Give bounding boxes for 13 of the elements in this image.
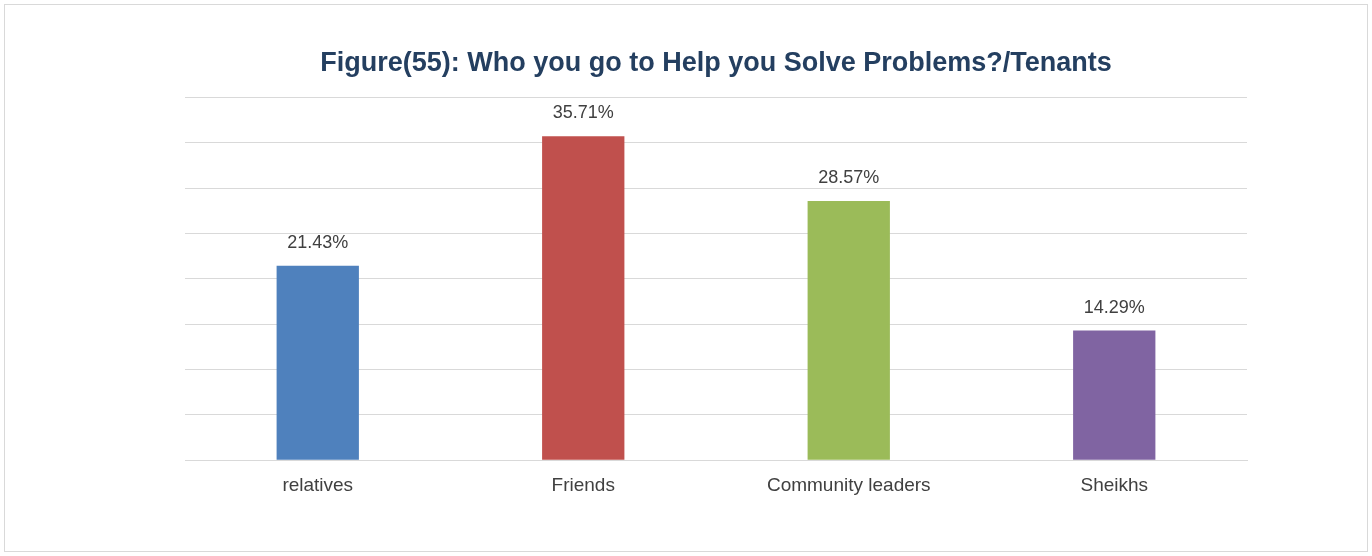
bar: [276, 265, 359, 460]
data-label: 21.43%: [287, 231, 349, 252]
bar: [542, 136, 625, 460]
data-label: 28.57%: [818, 167, 880, 188]
x-tick-label: relatives: [282, 473, 354, 495]
x-tick-label: Community leaders: [766, 473, 931, 495]
data-label: 35.71%: [552, 102, 614, 123]
bar: [1073, 330, 1156, 460]
x-tick-label: Friends: [551, 473, 615, 495]
x-tick-label: Sheikhs: [1080, 473, 1149, 495]
data-label: 14.29%: [1083, 296, 1145, 317]
chart-title: Figure(55): Who you go to Help you Solve Problems?/Tenants: [320, 46, 1112, 77]
bar: [807, 201, 890, 460]
